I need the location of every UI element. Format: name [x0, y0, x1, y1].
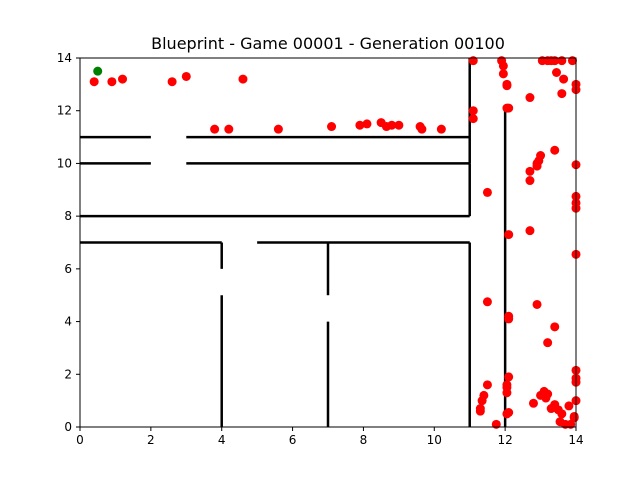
agent-point — [476, 407, 485, 416]
x-tick-label: 8 — [360, 433, 368, 447]
agent-point — [182, 72, 191, 81]
agent-point — [533, 162, 542, 171]
agent-point — [483, 188, 492, 197]
agent-point — [238, 75, 247, 84]
y-tick-label: 2 — [64, 367, 72, 381]
agent-point — [550, 146, 559, 155]
agent-point — [504, 314, 513, 323]
y-tick-label: 14 — [57, 51, 72, 65]
x-tick-label: 0 — [76, 433, 84, 447]
agent-point — [362, 119, 371, 128]
x-tick-label: 6 — [289, 433, 297, 447]
agent-point — [492, 420, 501, 429]
agent-point — [543, 390, 552, 399]
chart-title: Blueprint - Game 00001 - Generation 0010… — [151, 34, 505, 53]
agent-point — [469, 114, 478, 123]
y-tick-label: 8 — [64, 209, 72, 223]
x-tick-label: 10 — [427, 433, 442, 447]
agent-point — [504, 408, 513, 417]
agent-point — [552, 68, 561, 77]
agent-point — [533, 300, 542, 309]
goal-point — [93, 67, 102, 76]
x-tick-label: 2 — [147, 433, 155, 447]
agent-point — [557, 89, 566, 98]
agent-point — [118, 75, 127, 84]
agent-point — [525, 93, 534, 102]
agent-point — [525, 226, 534, 235]
agent-point — [274, 125, 283, 134]
agent-point — [107, 77, 116, 86]
agent-point — [557, 56, 566, 65]
agent-point — [478, 396, 487, 405]
agent-point — [529, 399, 538, 408]
agent-point — [210, 125, 219, 134]
agent-point — [502, 383, 511, 392]
agent-point — [417, 125, 426, 134]
agent-point — [90, 77, 99, 86]
x-tick-label: 14 — [568, 433, 583, 447]
x-tick-label: 12 — [498, 433, 513, 447]
agent-point — [469, 56, 478, 65]
agent-point — [570, 412, 579, 421]
agent-point — [557, 409, 566, 418]
agent-point — [559, 75, 568, 84]
agent-point — [483, 297, 492, 306]
agent-point — [525, 176, 534, 185]
agent-point — [550, 322, 559, 331]
agent-point — [504, 372, 513, 381]
agent-point — [483, 380, 492, 389]
agent-point — [168, 77, 177, 86]
y-tick-label: 4 — [64, 315, 72, 329]
y-tick-label: 0 — [64, 420, 72, 434]
agent-point — [502, 81, 511, 90]
y-tick-label: 12 — [57, 104, 72, 118]
agent-point — [499, 69, 508, 78]
agent-point — [394, 121, 403, 130]
agent-point — [504, 104, 513, 113]
agent-point — [469, 106, 478, 115]
agent-point — [504, 230, 513, 239]
agent-point — [327, 122, 336, 131]
y-tick-label: 6 — [64, 262, 72, 276]
y-tick-label: 10 — [57, 156, 72, 170]
agent-point — [543, 338, 552, 347]
agent-point — [499, 61, 508, 70]
agent-point — [437, 125, 446, 134]
x-tick-label: 4 — [218, 433, 226, 447]
agent-point — [224, 125, 233, 134]
